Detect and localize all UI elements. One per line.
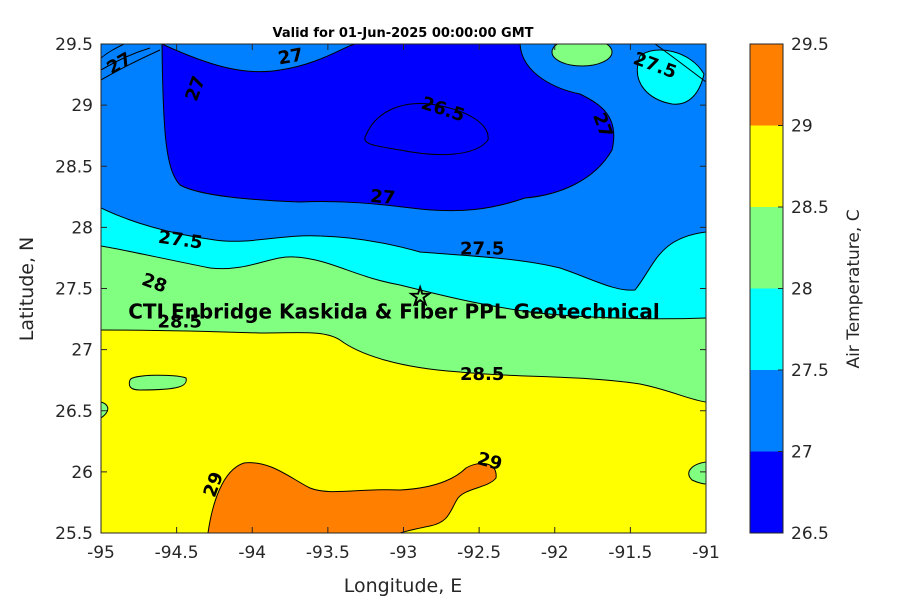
colorbar-tick-label: 26.5 (791, 524, 829, 544)
x-axis-title: Longitude, E (344, 575, 463, 597)
colorbar-swatch (750, 125, 783, 207)
contour-line-corner-4 (654, 44, 706, 83)
y-tick-label: 26.5 (55, 402, 93, 422)
contour-line-29 (207, 462, 497, 533)
cyan-patch-right (637, 50, 704, 105)
colorbar-label: Air Temperature, C (844, 209, 864, 368)
contour-line-27-5 (101, 207, 706, 291)
contour-line-patch-top (551, 44, 613, 67)
contour-line-28 (101, 245, 706, 320)
band-29-0 (208, 462, 497, 533)
green-patch-left (129, 375, 187, 390)
y-tick-label: 25.5 (55, 524, 93, 544)
x-tick-label: -93 (390, 543, 418, 563)
x-tick-label: -91 (692, 543, 720, 563)
y-tick-label: 26 (71, 463, 93, 483)
band-26-5 (162, 44, 614, 211)
colorbar-tick-label: 27.5 (791, 361, 829, 381)
colorbar-tick-label: 29.5 (791, 35, 829, 55)
y-axis-title: Latitude, N (16, 237, 38, 342)
chart-title: Valid for 01-Jun-2025 00:00:00 GMT (273, 26, 534, 41)
x-tick-label: -91.5 (608, 543, 652, 563)
y-tick-label: 28 (71, 218, 93, 238)
contour-line-corner-3 (101, 44, 125, 59)
colorbar-tick-label: 27 (791, 443, 813, 463)
colorbar-swatch (750, 370, 783, 452)
x-tick-label: -94 (238, 543, 266, 563)
contour-lines (101, 44, 706, 533)
colorbar-tick-label: 28.5 (791, 198, 829, 218)
contour-line-corner-2 (101, 49, 161, 81)
x-tick-label: -92 (541, 543, 569, 563)
x-tick-label: -95 (87, 543, 115, 563)
y-tick-label: 29 (71, 96, 93, 116)
y-tick-label: 27 (71, 341, 93, 361)
colorbar-swatch (750, 44, 783, 126)
colorbar-swatch (750, 288, 783, 370)
contour-label: 27 (369, 186, 396, 209)
contour-line-patch-right (636, 49, 705, 105)
contour-line-26-5 (364, 103, 489, 156)
contour-line-corner-1 (101, 47, 151, 71)
contour-line-28-5 (101, 329, 706, 403)
x-tick-label: -92.5 (457, 543, 501, 563)
colorbar: 26.5 27 27.5 28 28.5 29 29.5 (749, 35, 829, 544)
contour-line-patch-green-2 (101, 401, 109, 419)
contour-line-patch-green-1 (128, 374, 187, 391)
green-patch-right (688, 462, 706, 484)
green-patch-edge (101, 402, 108, 418)
contour-label: 27.5 (460, 238, 504, 259)
colorbar-swatch (750, 207, 783, 289)
site-annotation: CTI Enbridge Kaskida & Fiber PPL Geotech… (128, 300, 660, 324)
contour-label: 28.5 (157, 312, 201, 333)
x-tick-label: -93.5 (306, 543, 350, 563)
contour-label: 27 (276, 44, 304, 69)
contour-line-27-dark (161, 44, 615, 212)
station-marker-icon: ☆ (408, 282, 431, 312)
contour-line-patch-green-3 (688, 461, 706, 485)
cyan-patch-top (552, 44, 612, 66)
y-tick-label: 27.5 (55, 280, 93, 300)
y-tick-label: 28.5 (55, 157, 93, 177)
y-tick-label: 29.5 (55, 35, 93, 55)
colorbar-swatch (750, 451, 783, 533)
x-axis: -95 -94.5 -94 -93.5 -93 -92.5 -92 -91.5 -91 (87, 44, 720, 563)
contour-label: 28.5 (460, 364, 504, 385)
y-axis: 25.5 26 26.5 27 27.5 28 28.5 29 29.5 (55, 35, 706, 544)
colorbar-tick-label: 28 (791, 280, 813, 300)
colorbar-tick-label: 29 (791, 117, 813, 137)
x-tick-label: -94.5 (155, 543, 199, 563)
